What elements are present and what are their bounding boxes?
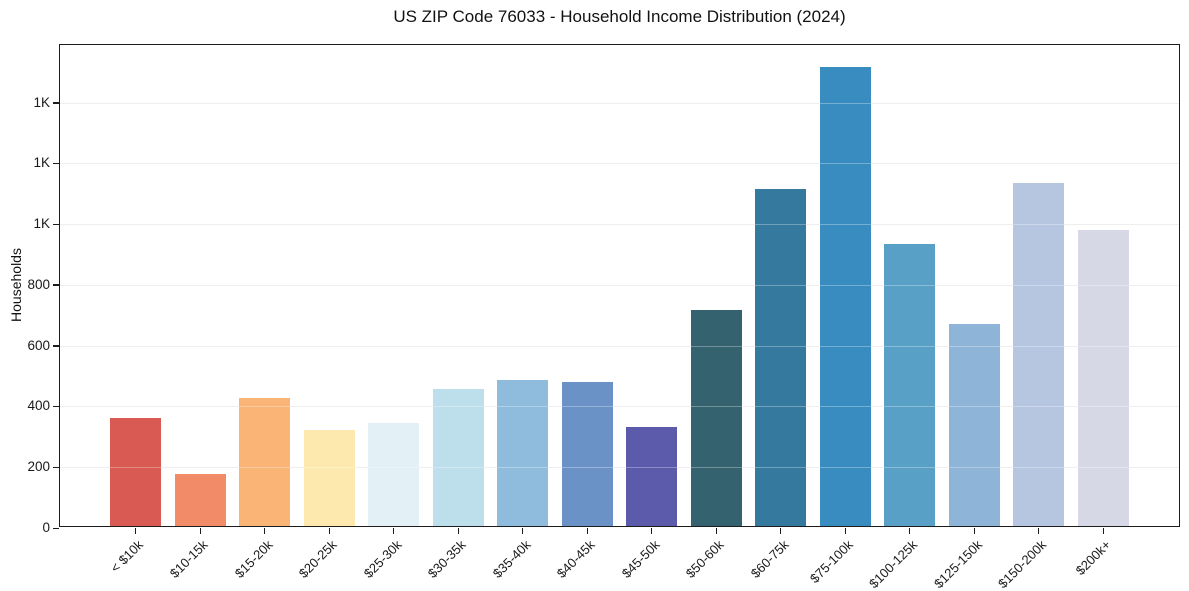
- y-tick-label: 1K: [33, 155, 50, 171]
- x-tick-label: $30-35k: [424, 537, 469, 581]
- y-axis-label: Households: [8, 248, 24, 322]
- x-tick-label: $100-125k: [866, 537, 921, 591]
- x-tick-label: $75-100k: [806, 537, 856, 586]
- x-tick-mark: [328, 528, 330, 534]
- x-tick-label: $25-30k: [360, 537, 405, 581]
- bar: [174, 474, 226, 526]
- bar: [497, 380, 548, 526]
- gridline-overlay: [60, 345, 1179, 347]
- gridline: [60, 406, 1179, 408]
- x-tick-label: $200k+: [1072, 537, 1114, 579]
- bar: [368, 422, 419, 526]
- y-tick-label: 1K: [33, 216, 50, 232]
- gridline-overlay: [60, 163, 1179, 165]
- y-tick-mark: [53, 405, 59, 408]
- bar: [819, 67, 871, 526]
- x-tick-mark: [715, 528, 717, 534]
- bar: [561, 381, 613, 526]
- gridline: [60, 284, 1179, 286]
- y-tick-mark: [53, 223, 59, 226]
- bar: [626, 427, 677, 526]
- x-tick-label: $40-45k: [553, 537, 598, 581]
- x-tick-mark: [973, 528, 975, 534]
- x-tick-label: $60-75k: [747, 537, 792, 581]
- x-tick-label: $35-40k: [489, 537, 534, 581]
- gridline-overlay: [60, 102, 1179, 104]
- y-tick-label: 400: [27, 398, 50, 414]
- y-tick-mark: [53, 466, 59, 469]
- x-tick-mark: [135, 528, 137, 534]
- bar: [303, 430, 355, 526]
- x-tick-mark: [199, 528, 201, 534]
- chart-title: US ZIP Code 76033 - Household Income Dis…: [393, 7, 846, 26]
- y-tick-mark: [53, 345, 59, 347]
- gridline-overlay: [60, 224, 1179, 226]
- x-tick-label: < $10k: [107, 537, 147, 576]
- x-tick-mark: [264, 528, 266, 534]
- x-tick-label: $10-15k: [166, 537, 211, 581]
- bar: [432, 389, 484, 526]
- gridline: [60, 163, 1179, 165]
- x-tick-mark: [393, 528, 395, 534]
- x-tick-mark: [522, 528, 524, 534]
- x-tick-mark: [780, 528, 782, 534]
- gridline: [60, 102, 1179, 104]
- x-tick-label: $15-20k: [231, 537, 276, 581]
- y-tick-label: 1K: [33, 94, 50, 110]
- gridline-overlay: [60, 406, 1179, 408]
- x-tick-mark: [457, 528, 459, 534]
- gridline-overlay: [60, 284, 1179, 286]
- gridline: [60, 467, 1179, 469]
- bar: [948, 324, 1000, 526]
- gridline-overlay: [60, 467, 1179, 469]
- x-tick-mark: [1102, 528, 1104, 534]
- x-tick-mark: [651, 528, 653, 534]
- x-tick-mark: [1038, 528, 1040, 534]
- x-tick-label: $45-50k: [618, 537, 663, 581]
- plot-area: 0 200 400 600 800 1K 1K 1K < $10k $10-15k $15-20k $…: [27, 44, 1180, 591]
- y-tick-mark: [53, 284, 59, 286]
- y-tick-mark: [53, 162, 59, 165]
- y-tick-label: 200: [27, 459, 50, 475]
- x-tick-mark: [909, 528, 911, 534]
- x-tick-mark: [586, 528, 588, 534]
- y-tick-label: 0: [42, 520, 50, 535]
- x-tick-label: $150-200k: [995, 537, 1050, 591]
- x-tick-label: $50-60k: [682, 537, 727, 581]
- bar: [1013, 182, 1064, 526]
- y-tick-label: 800: [27, 276, 50, 292]
- y-tick-label: 600: [27, 337, 50, 353]
- x-tick-label: $20-25k: [295, 537, 340, 581]
- bar: [884, 243, 935, 526]
- plot-inner: 0 200 400 600 800 1K 1K 1K < $10k $10-15k $15-20k $…: [27, 45, 1179, 591]
- bar: [1077, 229, 1129, 526]
- bar: [239, 398, 290, 526]
- bar: [755, 188, 806, 526]
- bar: [690, 310, 742, 526]
- x-tick-mark: [844, 528, 846, 534]
- gridline: [60, 224, 1179, 226]
- y-tick-mark: [53, 102, 59, 104]
- gridline: [60, 345, 1179, 347]
- x-tick-label: $125-150k: [930, 537, 985, 591]
- y-tick-mark: [53, 527, 59, 529]
- bar: [110, 418, 161, 526]
